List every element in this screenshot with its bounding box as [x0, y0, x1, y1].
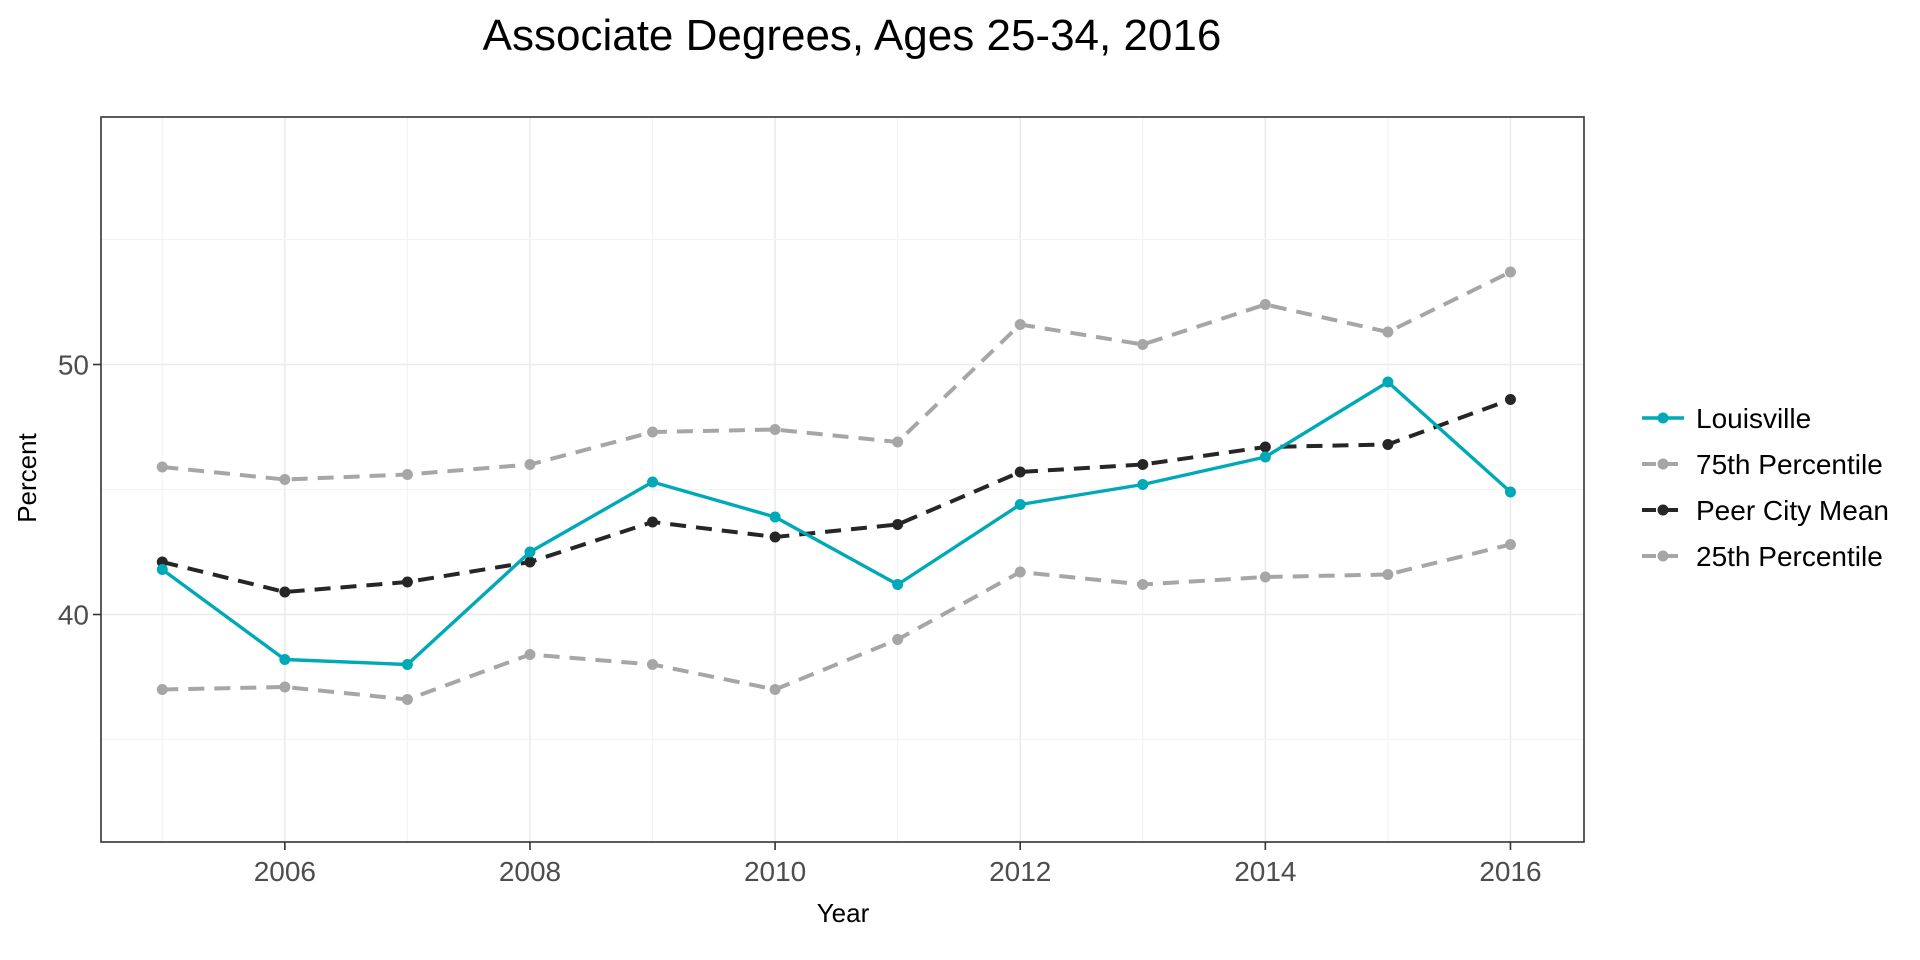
series-louisville	[156, 376, 1516, 670]
data-point-peer-city-mean	[1259, 441, 1271, 453]
series-layer	[156, 266, 1516, 705]
data-point-75th-percentile	[769, 424, 781, 435]
legend: Louisville 75th Percentile Peer City Mean 2…	[1642, 403, 1889, 572]
legend-key-point	[1657, 550, 1669, 562]
data-point-peer-city-mean	[769, 531, 781, 543]
data-point-peer-city-mean	[279, 586, 291, 598]
data-point-25th-percentile	[279, 681, 291, 693]
data-point-louisville	[401, 659, 413, 670]
data-point-25th-percentile	[401, 694, 413, 705]
data-point-peer-city-mean	[401, 576, 413, 588]
data-point-75th-percentile	[1259, 299, 1271, 310]
data-point-75th-percentile	[401, 469, 413, 480]
data-point-louisville	[1259, 451, 1271, 463]
data-point-25th-percentile	[892, 634, 904, 645]
x-tick-label: 2008	[499, 856, 561, 887]
data-point-25th-percentile	[1014, 566, 1026, 578]
axes: 2006 2008 2010 2012 2014 2016 40 50	[58, 350, 1542, 888]
x-tick-label: 2006	[254, 856, 316, 887]
series-line-25th-percentile	[162, 542, 1511, 702]
data-point-75th-percentile	[647, 426, 659, 438]
data-point-louisville	[156, 564, 168, 575]
legend-item-louisville: Louisville	[1642, 403, 1811, 434]
y-axis-title: Percent	[12, 432, 42, 522]
data-point-louisville	[892, 579, 904, 590]
x-tick-label: 2016	[1479, 856, 1541, 887]
legend-item-25th-percentile: 25th Percentile	[1642, 541, 1883, 572]
chart-title: Associate Degrees, Ages 25-34, 2016	[483, 11, 1222, 60]
legend-item-peer-city-mean: Peer City Mean	[1642, 495, 1889, 526]
series-line-75th-percentile	[162, 270, 1512, 482]
legend-key-point	[1657, 504, 1669, 516]
series-line-peer-city-mean	[161, 397, 1512, 594]
legend-label: Peer City Mean	[1696, 495, 1889, 526]
data-point-75th-percentile	[1137, 339, 1149, 350]
data-point-peer-city-mean	[524, 556, 536, 568]
x-tick-label: 2010	[744, 856, 806, 887]
legend-key-point	[1657, 412, 1669, 424]
data-point-peer-city-mean	[1382, 439, 1394, 450]
x-axis-title: Year	[817, 898, 870, 928]
series-75th-percentile	[156, 266, 1516, 485]
x-tick-label: 2014	[1234, 856, 1296, 887]
data-point-louisville	[1014, 499, 1026, 510]
data-point-louisville	[524, 546, 536, 558]
plot-panel-border	[100, 116, 1585, 843]
data-point-75th-percentile	[892, 436, 904, 448]
data-point-25th-percentile	[1382, 569, 1394, 580]
data-point-75th-percentile	[1504, 266, 1516, 278]
series-peer-city-mean	[156, 394, 1516, 598]
legend-label: Louisville	[1696, 403, 1811, 434]
data-point-louisville	[279, 654, 291, 665]
series-25th-percentile	[156, 539, 1516, 705]
data-point-louisville	[1382, 376, 1394, 388]
data-point-75th-percentile	[279, 474, 291, 485]
legend-key-point	[1657, 458, 1669, 470]
legend-item-75th-percentile: 75th Percentile	[1642, 449, 1883, 480]
y-tick-label: 40	[58, 600, 89, 631]
data-point-75th-percentile	[1382, 326, 1394, 338]
data-point-louisville	[1504, 486, 1516, 498]
y-tick-label: 50	[58, 350, 89, 381]
grid	[101, 117, 1584, 842]
data-point-75th-percentile	[156, 461, 168, 473]
data-point-peer-city-mean	[1137, 459, 1149, 470]
data-point-peer-city-mean	[647, 516, 659, 528]
data-point-25th-percentile	[1259, 571, 1271, 583]
data-point-peer-city-mean	[1014, 466, 1026, 478]
data-point-peer-city-mean	[892, 519, 904, 530]
series-line-louisville	[161, 380, 1512, 667]
data-point-75th-percentile	[1014, 319, 1026, 330]
data-point-25th-percentile	[524, 649, 536, 660]
data-point-25th-percentile	[156, 684, 168, 695]
legend-label: 25th Percentile	[1696, 541, 1883, 572]
x-tick-label: 2012	[989, 856, 1051, 887]
data-point-25th-percentile	[769, 684, 781, 695]
data-point-louisville	[1137, 479, 1149, 490]
data-point-25th-percentile	[1504, 539, 1516, 550]
data-point-louisville	[647, 476, 659, 488]
data-point-25th-percentile	[1137, 579, 1149, 590]
data-point-25th-percentile	[647, 659, 659, 670]
data-point-louisville	[769, 511, 781, 523]
data-point-peer-city-mean	[1504, 394, 1516, 405]
data-point-75th-percentile	[524, 459, 536, 470]
legend-label: 75th Percentile	[1696, 449, 1883, 480]
